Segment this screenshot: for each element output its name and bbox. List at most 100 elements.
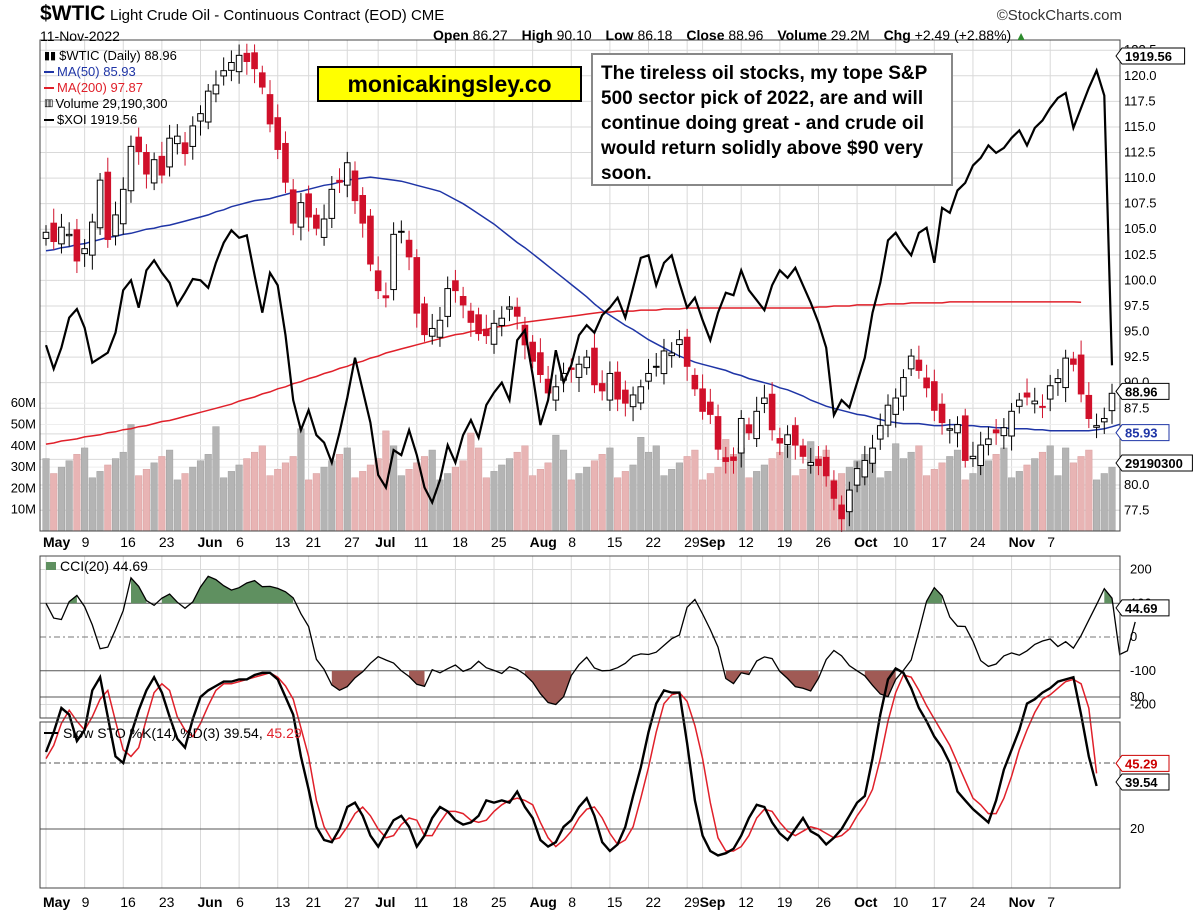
volume-bar (475, 447, 483, 532)
candle-body (1077, 354, 1085, 395)
volume-bar (428, 449, 436, 532)
volume-bar (413, 462, 421, 532)
volume-tick-label: 60M (11, 395, 36, 410)
candle-body (691, 374, 699, 390)
volume-bar (552, 434, 560, 532)
volume-bar (505, 458, 514, 532)
volume-value-tag: 29190300 (1125, 456, 1183, 471)
ohlc-readout: Open 86.27 High 90.10 Low 86.18 Close 88… (433, 27, 1037, 43)
volume-bar (196, 460, 205, 532)
volume-bar (521, 445, 529, 532)
candle-body (119, 188, 127, 225)
x-tick-label: Jun (197, 894, 222, 910)
candle-body (1046, 385, 1054, 400)
close-value-tag: 88.96 (1125, 384, 1158, 399)
candle-body (791, 425, 799, 446)
volume-bar (1031, 458, 1039, 532)
bar-chart-icon: ▥ (44, 98, 54, 109)
x-tick-label: 21 (306, 534, 322, 550)
volume-bar (621, 471, 629, 532)
volume-bar (644, 451, 653, 532)
x-tick-label: 12 (738, 534, 754, 550)
candle-body (498, 317, 506, 326)
volume-bar (274, 468, 282, 532)
volume-bar (127, 424, 135, 532)
candle-body (884, 404, 892, 426)
ohlc-change: Chg +2.49 (+2.88%) ▲ (883, 27, 1027, 43)
volume-bar (714, 466, 722, 532)
legend-xoi: $XOI 1919.56 (44, 112, 177, 128)
candle-body (89, 221, 96, 256)
sto-title: Slow STO %K(14) %D(3) 39.54, 45.29 (63, 725, 302, 741)
candle-body (390, 233, 397, 291)
x-tick-label: 16 (120, 894, 136, 910)
candle-body (1070, 358, 1077, 365)
x-tick-label: 19 (777, 894, 793, 910)
xoi-line (44, 67, 1114, 506)
price-tick-label: 80.0 (1124, 477, 1149, 492)
candle-body (853, 468, 861, 486)
candle-body (359, 195, 367, 224)
x-tick-label: 26 (815, 534, 831, 550)
candle-body (583, 356, 591, 369)
candle-body (459, 296, 467, 306)
candle-body (645, 372, 652, 382)
volume-bar (305, 479, 313, 532)
volume-bar (706, 473, 714, 532)
candle-body (490, 322, 498, 345)
x-tick-label: 26 (815, 894, 831, 910)
volume-bar (915, 445, 923, 532)
volume-bar (1008, 477, 1016, 532)
volume-bar (946, 456, 954, 532)
cci-fill (192, 576, 294, 604)
candle-body (73, 229, 81, 262)
x-tick-label: Aug (530, 534, 557, 550)
x-tick-label: 27 (344, 894, 360, 910)
volume-bar (119, 451, 127, 532)
x-tick-label: Nov (1009, 894, 1036, 910)
sto-tick-label: 80 (1130, 689, 1144, 704)
sto-d-line (45, 671, 1098, 852)
price-tick-label: 107.5 (1124, 196, 1157, 211)
volume-bar (50, 473, 58, 532)
candle-body (197, 113, 204, 122)
volume-bar (699, 479, 707, 532)
x-tick-label: Oct (854, 534, 878, 550)
volume-bar (567, 479, 575, 532)
volume-tick-label: 10M (11, 502, 36, 517)
candle-body (938, 403, 946, 424)
cci-fill (524, 670, 572, 705)
candle-body (320, 218, 328, 238)
candle-body (158, 155, 166, 176)
x-tick-label: 8 (568, 894, 576, 910)
candle-body (328, 188, 336, 219)
volume-bar (227, 471, 235, 532)
volume-bar (529, 475, 537, 532)
candle-body (452, 280, 459, 292)
xoi-value-tag-bg (1115, 47, 1186, 65)
x-tick-label: 9 (82, 534, 90, 550)
volume-bar (189, 466, 197, 532)
candle-body (135, 136, 142, 152)
candle-body (552, 386, 560, 401)
candle-body (266, 94, 274, 125)
x-tick-label: 23 (159, 534, 175, 550)
exchange-label: CME (410, 7, 445, 24)
volume-bar (768, 458, 776, 532)
volume-bar (150, 462, 158, 532)
cci-tick-label: -100 (1130, 663, 1156, 678)
x-tick-label: 13 (275, 894, 291, 910)
candle-body (869, 447, 876, 464)
x-tick-label: Aug (530, 894, 557, 910)
volume-bar (683, 456, 691, 532)
volume-bar (544, 462, 552, 532)
price-tick-label: 115.0 (1124, 119, 1156, 134)
candle-body (467, 310, 475, 323)
x-tick-label: 22 (646, 894, 662, 910)
candle-body (42, 231, 50, 239)
stochastics-panel (44, 666, 1098, 857)
candle-body (1054, 378, 1062, 384)
candle-body (1039, 405, 1046, 408)
candle-body (900, 377, 907, 397)
candle-body (529, 341, 536, 362)
